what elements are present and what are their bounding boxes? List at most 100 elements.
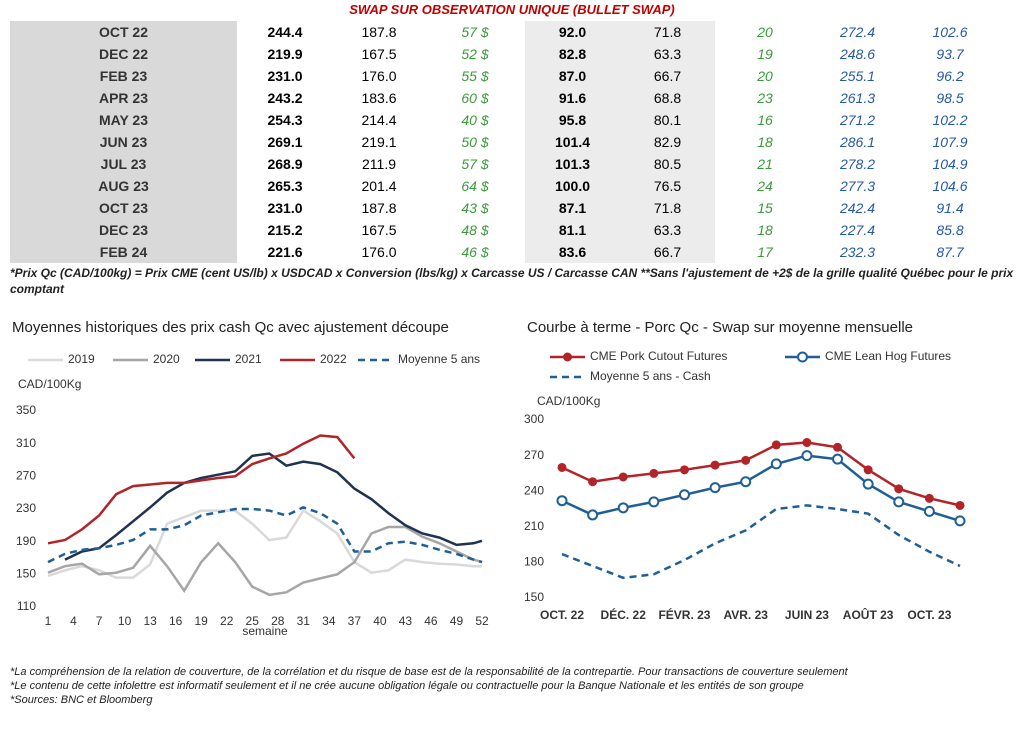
point: [771, 440, 781, 450]
table-cell: 95.8: [525, 109, 620, 131]
x-tick-label: 4: [70, 614, 77, 628]
legend-label: Moyenne 5 ans - Cash: [590, 369, 711, 383]
table-row: DEC 23 215.2 167.5 48 $ 81.1 63.3 18 227.4 85.8: [10, 219, 1000, 241]
chart-title: Moyennes historiques des prix cash Qc av…: [12, 319, 449, 336]
x-tick-label: AVR. 23: [723, 608, 768, 622]
table-cell: 87.0: [525, 65, 620, 87]
y-tick-label: 350: [16, 403, 36, 417]
table-cell: 268.9: [267, 156, 303, 172]
table-cell: 244.4: [267, 24, 303, 40]
table-cell: 50 $: [461, 134, 489, 150]
table-row: APR 23 243.2 183.6 60 $ 91.6 68.8 23 261.3 98.5: [10, 87, 1000, 109]
table-row: OCT 22 244.4 187.8 57 $ 92.0 71.8 20 272.4 102.6: [10, 21, 1000, 43]
charts: Moyennes historiques des prix cash Qc av…: [12, 319, 966, 638]
point: [557, 462, 567, 472]
table-cell: 16: [757, 112, 773, 128]
series-line: [47, 525, 483, 597]
table-row: JUL 23 268.9 211.9 57 $ 101.3 80.5 21 278.2 104.…: [10, 153, 1000, 175]
table-row: OCT 23 231.0 187.8 43 $ 87.1 71.8 15 242.4 91.4: [10, 197, 1000, 219]
x-tick-label: 16: [169, 614, 183, 628]
x-tick-label: 52: [475, 614, 489, 628]
x-tick-label: 19: [194, 614, 208, 628]
x-tick-label: OCT. 22: [540, 608, 584, 622]
table-cell: 104.9: [932, 156, 968, 172]
point: [648, 496, 660, 508]
table-cell: 87.7: [936, 244, 964, 260]
note: *Sources: BNC et Bloomberg: [10, 694, 153, 706]
table-cell: 43 $: [461, 200, 489, 216]
table-cell: 52 $: [461, 46, 489, 62]
table-cell: 98.5: [936, 90, 964, 106]
point: [679, 465, 689, 475]
table-row: FEB 23 231.0 176.0 55 $ 87.0 66.7 20 255.1 96.2: [10, 65, 1000, 87]
note: *Le contenu de cette infolettre est info…: [10, 680, 804, 692]
x-tick-label: 46: [424, 614, 438, 628]
point: [924, 493, 934, 503]
series-line: [47, 508, 482, 579]
y-tick-label: 150: [16, 567, 36, 581]
legend-label: CME Pork Cutout Futures: [590, 349, 727, 363]
table-cell: 17: [757, 244, 773, 260]
x-tick-label: 28: [271, 614, 285, 628]
x-tick-label: 22: [220, 614, 234, 628]
table-row: MAY 23 254.3 214.4 40 $ 95.8 80.1 16 271.2 102.2: [10, 109, 1000, 131]
table-cell: JUL 23: [10, 153, 237, 175]
table-cell: OCT 23: [10, 197, 237, 219]
table-row: JUN 23 269.1 219.1 50 $ 101.4 82.9 18 286.1 107.…: [10, 131, 1000, 153]
table-cell: 76.5: [620, 175, 715, 197]
table-cell: 254.3: [267, 112, 303, 128]
point: [678, 489, 690, 501]
table-cell: 215.2: [267, 222, 303, 238]
table-cell: 232.3: [839, 244, 876, 260]
table-footnote: *Prix Qc (CAD/100kg) = Prix CME (cent US…: [10, 266, 1014, 296]
table-cell: 176.0: [361, 68, 397, 84]
table-cell: 19: [757, 46, 773, 62]
table-cell: 219.9: [267, 46, 303, 62]
y-tick-label: 310: [16, 436, 36, 450]
point: [617, 502, 629, 514]
table-cell: 80.1: [620, 109, 715, 131]
table-cell: 85.8: [936, 222, 964, 238]
x-tick-label: 25: [246, 614, 260, 628]
table-cell: 255.1: [839, 68, 876, 84]
point: [801, 450, 813, 462]
x-tick-label: 34: [322, 614, 336, 628]
x-tick-label: FÉVR. 23: [658, 607, 710, 622]
table-cell: 102.6: [932, 24, 968, 40]
table-cell: 57 $: [461, 24, 489, 40]
table-cell: 271.2: [839, 112, 876, 128]
table-cell: 261.3: [839, 90, 876, 106]
table-cell: 71.8: [620, 21, 715, 43]
table-cell: 231.0: [267, 200, 303, 216]
table-cell: 227.4: [839, 222, 876, 238]
x-tick-label: 49: [450, 614, 464, 628]
table-cell: 93.7: [936, 46, 964, 62]
y-tick-label: 190: [16, 534, 36, 548]
table-cell: OCT 22: [10, 21, 237, 43]
x-tick-label: JUIN 23: [785, 608, 829, 622]
x-axis-label: semaine: [242, 624, 288, 638]
table-cell: 101.4: [525, 131, 620, 153]
point: [740, 476, 752, 488]
point: [587, 509, 599, 521]
table-cell: 46 $: [461, 244, 489, 260]
table-cell: 183.6: [361, 90, 397, 106]
y-tick-label: 270: [16, 469, 36, 483]
table-cell: 248.6: [839, 46, 876, 62]
table-cell: 87.1: [525, 197, 620, 219]
table-cell: 91.4: [936, 200, 964, 216]
legend-label: 2020: [153, 352, 180, 366]
table-cell: 231.0: [267, 68, 303, 84]
x-tick-label: DÉC. 22: [601, 607, 647, 622]
table-row: FEB 24 221.6 176.0 46 $ 83.6 66.7 17 232.3 87.7: [10, 241, 1000, 263]
series-line: [561, 504, 961, 580]
x-tick-label: 1: [45, 614, 52, 628]
point: [894, 484, 904, 494]
point: [923, 505, 935, 517]
y-tick-label: 240: [524, 483, 544, 497]
table-row: DEC 22 219.9 167.5 52 $ 82.8 63.3 19 248.6 93.7: [10, 43, 1000, 65]
table-cell: 269.1: [267, 134, 303, 150]
table-cell: 100.0: [525, 175, 620, 197]
table-row: AUG 23 265.3 201.4 64 $ 100.0 76.5 24 277.3 104.…: [10, 175, 1000, 197]
